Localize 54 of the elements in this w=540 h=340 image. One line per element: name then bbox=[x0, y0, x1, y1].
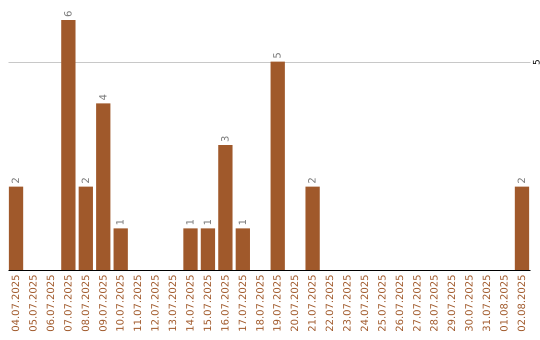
x-tick-label: 01.08.2025 bbox=[500, 274, 511, 332]
data-label: 3 bbox=[220, 136, 232, 142]
x-tick-label: 30.07.2025 bbox=[464, 274, 476, 332]
bar bbox=[78, 186, 93, 270]
data-label: 4 bbox=[98, 94, 110, 100]
bar bbox=[236, 228, 250, 270]
x-tick-label: 15.07.2025 bbox=[202, 274, 214, 332]
data-label: 2 bbox=[80, 177, 92, 184]
bar bbox=[8, 186, 24, 270]
x-tick-label: 28.07.2025 bbox=[430, 274, 441, 332]
bar bbox=[305, 186, 320, 270]
data-label: 5 bbox=[272, 52, 284, 59]
data-label: 1 bbox=[185, 218, 196, 226]
x-tick-label: 23.07.2025 bbox=[342, 274, 354, 332]
x-tick-label: 16.07.2025 bbox=[220, 274, 232, 332]
x-tick-label: 09.07.2025 bbox=[98, 274, 110, 332]
data-label: 2 bbox=[516, 177, 528, 184]
data-label: 6 bbox=[63, 10, 74, 17]
x-tick-label: 24.07.2025 bbox=[360, 274, 371, 332]
x-tick-label: 27.07.2025 bbox=[412, 274, 424, 332]
x-tick-label: 05.07.2025 bbox=[28, 274, 40, 332]
bar bbox=[514, 186, 530, 270]
bar bbox=[270, 62, 285, 270]
bar bbox=[200, 228, 216, 270]
x-tick-label: 25.07.2025 bbox=[377, 274, 388, 332]
data-label: 1 bbox=[202, 218, 214, 226]
x-tick-label: 17.07.2025 bbox=[238, 274, 249, 332]
bar bbox=[96, 103, 110, 270]
bar bbox=[183, 228, 198, 270]
bar bbox=[218, 145, 233, 270]
x-tick-label: 22.07.2025 bbox=[325, 274, 336, 332]
x-tick-label: 31.07.2025 bbox=[482, 274, 494, 332]
x-tick-label: 06.07.2025 bbox=[46, 274, 57, 332]
x-tick-label: 19.07.2025 bbox=[272, 274, 284, 332]
data-label: 1 bbox=[116, 218, 127, 226]
x-tick-label: 26.07.2025 bbox=[394, 274, 406, 332]
x-tick-label: 14.07.2025 bbox=[185, 274, 196, 332]
data-label: 1 bbox=[238, 218, 249, 226]
x-tick-label: 21.07.2025 bbox=[308, 274, 319, 332]
x-tick-label: 20.07.2025 bbox=[290, 274, 302, 332]
x-tick-label: 12.07.2025 bbox=[150, 274, 162, 332]
data-label: 2 bbox=[308, 177, 319, 184]
x-tick-label: 10.07.2025 bbox=[116, 274, 127, 332]
x-tick-label: 11.07.2025 bbox=[133, 274, 144, 332]
bar bbox=[114, 228, 128, 270]
bar bbox=[61, 20, 76, 270]
x-tick-label: 13.07.2025 bbox=[168, 274, 180, 332]
x-tick-label: 29.07.2025 bbox=[447, 274, 458, 332]
x-tick-label: 02.08.2025 bbox=[516, 274, 528, 332]
x-tick-label: 08.07.2025 bbox=[80, 274, 92, 332]
x-tick-label: 04.07.2025 bbox=[11, 274, 22, 332]
x-tick-label: 18.07.2025 bbox=[255, 274, 266, 332]
data-label: 2 bbox=[11, 177, 22, 184]
x-tick-label: 07.07.2025 bbox=[63, 274, 74, 332]
